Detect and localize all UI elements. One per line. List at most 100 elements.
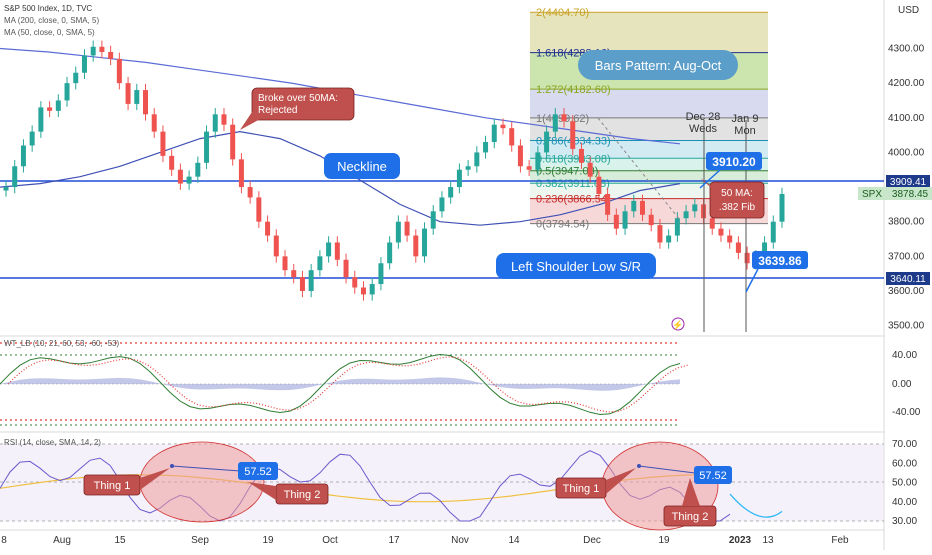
ma200-legend[interactable]: MA (200, close, 0, SMA, 5) [4, 16, 100, 25]
candle-body [639, 200, 645, 215]
price-tick: 3800.00 [888, 217, 925, 228]
price-3639-box[interactable] [752, 251, 808, 269]
price-tick: 3500.00 [888, 321, 925, 332]
candle-body [177, 169, 183, 184]
rsi-ellipse-left[interactable] [139, 441, 265, 523]
candle-body [343, 259, 349, 278]
candle-body [413, 235, 419, 257]
candle-body [186, 176, 192, 184]
candle-body [256, 197, 262, 222]
candle-body [683, 211, 689, 219]
time-axis[interactable]: 8 Aug 15 Sep 19 Oct 17 Nov 14 Dec 19 2023 13 Feb [1, 535, 849, 546]
price-tick: 3600.00 [888, 286, 925, 297]
candle-body [430, 211, 436, 229]
rsi-tick: 30.00 [892, 516, 917, 527]
time-tick: Aug [53, 535, 71, 546]
candle-body [38, 107, 44, 132]
candle-body [544, 131, 550, 153]
candle-body [299, 277, 305, 291]
symbol-price: 3878.45 [892, 189, 929, 200]
price-tick: 4300.00 [888, 43, 925, 54]
time-tick: 15 [114, 535, 126, 546]
rsi-right-box[interactable] [694, 466, 732, 484]
rsi-left-box[interactable] [238, 462, 278, 480]
candle-body [465, 166, 471, 170]
candle-body [125, 83, 131, 104]
wt-tick: -40.00 [892, 407, 921, 418]
wt-oscillator [0, 342, 689, 426]
candle-body [3, 187, 9, 191]
candle-body [90, 46, 96, 56]
candle-body [762, 242, 768, 257]
rsi-tick: 60.00 [892, 458, 917, 469]
candle-body [151, 114, 157, 132]
candle-body [247, 187, 253, 198]
neckline-box[interactable] [324, 153, 400, 179]
rsi-tick: 40.00 [892, 497, 917, 508]
price-3639-label: 3639.86 [758, 254, 802, 268]
candle-body [483, 142, 489, 153]
wt-legend[interactable]: WT_LB (10, 21, 60, 53, -60, -53) [4, 339, 120, 348]
rsi-tick: 50.00 [892, 478, 917, 489]
price-tag-bg [886, 175, 930, 188]
rsi-legend[interactable]: RSI (14, close, SMA, 14, 2) [4, 438, 101, 447]
rsi-right-label: 57.52 [699, 470, 727, 482]
candle-body [535, 152, 541, 170]
candle-body [674, 218, 680, 236]
candle-body [55, 100, 61, 111]
candle-body [134, 90, 140, 104]
time-tick: Nov [451, 535, 469, 546]
candlesticks [3, 40, 785, 301]
price-tick: 4000.00 [888, 147, 925, 158]
time-tick: Feb [831, 535, 849, 546]
event-marker-icon[interactable] [671, 317, 685, 331]
wt-tick: 0.00 [892, 379, 912, 390]
candle-body [116, 58, 122, 84]
ma50-legend[interactable]: MA (50, close, 0, SMA, 5) [4, 28, 95, 37]
fib-level-label: 0.618(3983.08) [536, 153, 611, 165]
price-tick: 3700.00 [888, 251, 925, 262]
candle-body [317, 256, 323, 271]
candle-body [605, 193, 611, 215]
candle-body [221, 114, 227, 125]
rsi-trendline-right [638, 465, 696, 474]
fib-level-label: 0.236(3866.54) [536, 194, 611, 206]
time-tick: 8 [1, 535, 7, 546]
candle-body [657, 225, 663, 243]
ma50-fib-box[interactable] [709, 181, 765, 219]
thing2-left-label: Thing 2 [284, 489, 321, 501]
candle-body [448, 187, 454, 198]
candle-body [552, 114, 558, 132]
time-tick: 19 [658, 535, 670, 546]
candle-body [666, 235, 672, 243]
time-tick: 2023 [729, 535, 752, 546]
candle-body [578, 148, 584, 163]
time-tick: 13 [762, 535, 774, 546]
candle-body [169, 155, 175, 170]
fib-diagonal [597, 117, 681, 221]
bars-pattern-box[interactable] [578, 50, 738, 80]
candle-body [47, 107, 53, 111]
price-3910-box[interactable] [706, 152, 762, 170]
candle-body [622, 211, 628, 229]
rsi-left-label: 57.52 [244, 466, 272, 478]
rsi-trendline-left [171, 465, 241, 472]
candle-body [352, 277, 358, 288]
candle-body [526, 166, 532, 170]
candle-body [212, 114, 218, 132]
candle-body [291, 270, 297, 278]
left-shoulder-box[interactable] [496, 253, 656, 279]
candle-body [587, 162, 593, 177]
rsi-tick: 70.00 [892, 439, 917, 450]
candle-body [369, 284, 375, 295]
time-tick: 17 [388, 535, 400, 546]
candle-body [779, 193, 785, 222]
candle-body [29, 131, 35, 146]
ma50-fib-label-1: 50 MA: [721, 188, 753, 199]
price-tick: 4200.00 [888, 78, 925, 89]
broke-ma-box[interactable] [251, 87, 355, 121]
candle-body [709, 218, 715, 229]
candle-body [81, 55, 87, 73]
